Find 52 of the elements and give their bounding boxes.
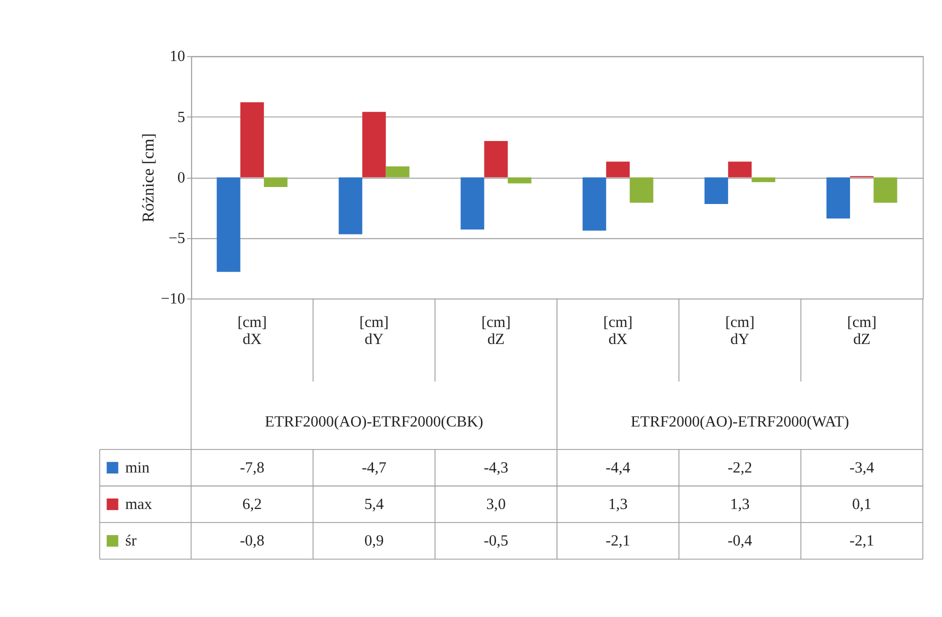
bar <box>826 177 850 219</box>
data-label: 5,4 <box>364 496 384 513</box>
x-tick-label: [cm] dZ <box>481 314 511 348</box>
data-label: 6,2 <box>242 496 262 513</box>
data-label: -0,5 <box>484 532 509 550</box>
y-tick-label: 10 <box>170 48 186 66</box>
text: ETRF2000(AO)-ETRF2000(CBK) <box>264 414 484 431</box>
data-label: -4,7 <box>362 459 387 476</box>
legend-label: max <box>125 496 152 513</box>
bar <box>582 177 606 231</box>
data-label: 0,1 <box>852 496 872 513</box>
bar <box>874 177 898 203</box>
bar <box>484 140 508 178</box>
bar <box>362 112 386 178</box>
data-label: -2,2 <box>728 459 752 476</box>
x-tick-label: [cm] dX <box>603 314 633 348</box>
data-label: 1,3 <box>608 496 628 513</box>
bar <box>728 162 752 178</box>
data-label: -7,8 <box>240 459 265 476</box>
data-label: 1,3 <box>730 496 750 513</box>
y-tick-label: −5 <box>168 230 186 247</box>
bar <box>386 166 410 178</box>
bar <box>460 177 484 230</box>
bar <box>508 177 532 184</box>
x-tick-label: [cm] dX <box>237 314 267 348</box>
data-label: 0,9 <box>364 532 384 550</box>
data-label: -4,3 <box>484 459 509 476</box>
bar <box>704 177 728 204</box>
y-tick-label: −10 <box>160 290 186 308</box>
bar <box>264 177 288 188</box>
y-axis-title: Różnice [cm] <box>138 133 158 222</box>
x-tick-label: [cm] dY <box>725 314 755 348</box>
legend-label: śr <box>125 532 138 550</box>
bar <box>606 162 630 178</box>
legend-label: min <box>125 459 150 476</box>
y-tick-label: 0 <box>177 169 186 186</box>
y-tick-label: 5 <box>177 108 186 126</box>
data-label: -2,1 <box>850 532 874 550</box>
text: ETRF2000(AO)-ETRF2000(WAT) <box>630 414 850 431</box>
x-tick-label: [cm] dZ <box>847 314 876 348</box>
data-label: -2,1 <box>606 532 630 550</box>
data-label: -0,8 <box>240 532 265 550</box>
data-label: -0,4 <box>728 532 752 550</box>
bar <box>338 177 362 234</box>
data-label: 3,0 <box>486 496 506 513</box>
data-label: -3,4 <box>850 459 874 476</box>
bar <box>240 102 264 178</box>
bar <box>630 177 654 203</box>
bar <box>752 177 776 182</box>
bar <box>216 177 240 272</box>
data-label: -4,4 <box>606 459 630 476</box>
x-tick-label: [cm] dY <box>359 314 389 348</box>
